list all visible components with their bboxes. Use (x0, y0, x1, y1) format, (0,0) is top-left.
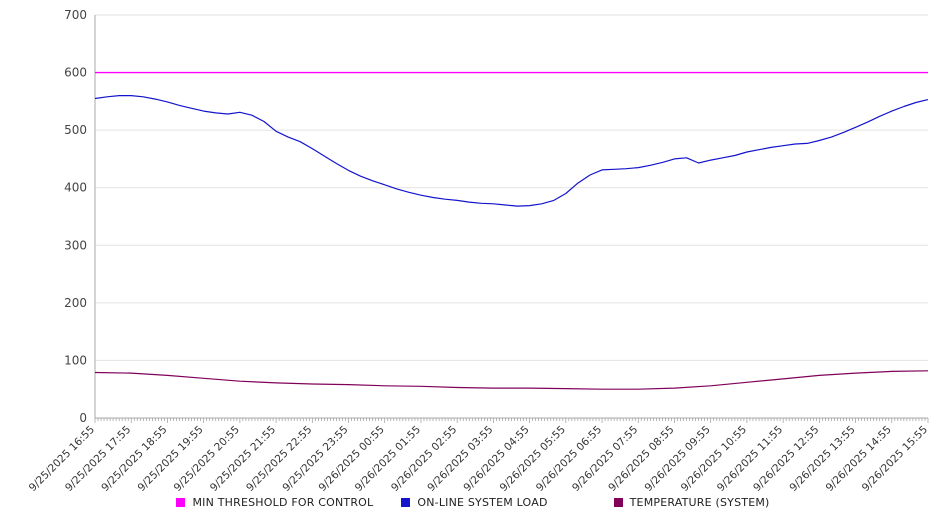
x-tick-label: 9/26/2025 11:55 (715, 424, 785, 494)
x-tick-label: 9/26/2025 07:55 (570, 424, 640, 494)
y-tick-label: 400 (64, 181, 87, 195)
legend-label: MIN THRESHOLD FOR CONTROL (192, 496, 374, 509)
x-tick-label: 9/26/2025 02:55 (389, 424, 459, 494)
y-tick-label: 0 (79, 411, 87, 425)
legend-swatch-icon (613, 498, 623, 507)
x-tick-label: 9/25/2025 17:55 (63, 424, 133, 494)
legend-swatch-icon (401, 498, 411, 507)
x-tick-label: 9/26/2025 06:55 (534, 424, 604, 494)
y-tick-label: 300 (64, 238, 87, 252)
series-line-2 (94, 370, 929, 390)
x-tick-label: 9/25/2025 19:55 (135, 424, 205, 494)
x-tick-label: 9/26/2025 05:55 (498, 424, 568, 494)
x-tick-label: 9/26/2025 13:55 (787, 424, 857, 494)
legend-label: TEMPERATURE (SYSTEM) (629, 496, 770, 509)
x-tick-label: 9/26/2025 14:55 (824, 424, 894, 494)
x-tick-label: 9/26/2025 10:55 (679, 424, 749, 494)
x-tick-label: 9/26/2025 00:55 (317, 424, 387, 494)
x-tick-label: 9/26/2025 12:55 (751, 424, 821, 494)
x-tick-label: 9/25/2025 22:55 (244, 424, 314, 494)
x-tick-label: 9/26/2025 09:55 (643, 424, 713, 494)
x-tick-label: 9/25/2025 16:55 (27, 424, 97, 494)
x-tick-label: 9/25/2025 21:55 (208, 424, 278, 494)
y-tick-label: 100 (64, 353, 87, 367)
legend-item: ON-LINE SYSTEM LOAD (401, 496, 547, 509)
chart-legend: MIN THRESHOLD FOR CONTROL ON-LINE SYSTEM … (0, 496, 946, 509)
x-tick-label: 9/26/2025 01:55 (353, 424, 423, 494)
y-tick-label: 700 (64, 8, 87, 22)
x-tick-label: 9/25/2025 23:55 (280, 424, 350, 494)
x-tick-label: 9/25/2025 20:55 (172, 424, 242, 494)
legend-swatch-icon (176, 498, 186, 507)
x-tick-label: 9/26/2025 04:55 (461, 424, 531, 494)
y-tick-label: 200 (64, 296, 87, 310)
legend-item: MIN THRESHOLD FOR CONTROL (176, 496, 373, 509)
x-tick-label: 9/25/2025 18:55 (99, 424, 169, 494)
x-tick-label: 9/26/2025 15:55 (860, 424, 930, 494)
legend-item: TEMPERATURE (SYSTEM) (613, 496, 770, 509)
y-tick-label: 600 (64, 66, 87, 80)
x-tick-label: 9/26/2025 03:55 (425, 424, 495, 494)
legend-label: ON-LINE SYSTEM LOAD (417, 496, 548, 509)
series-line-1 (94, 94, 929, 207)
x-tick-label: 9/26/2025 08:55 (606, 424, 676, 494)
y-tick-label: 500 (64, 123, 87, 137)
